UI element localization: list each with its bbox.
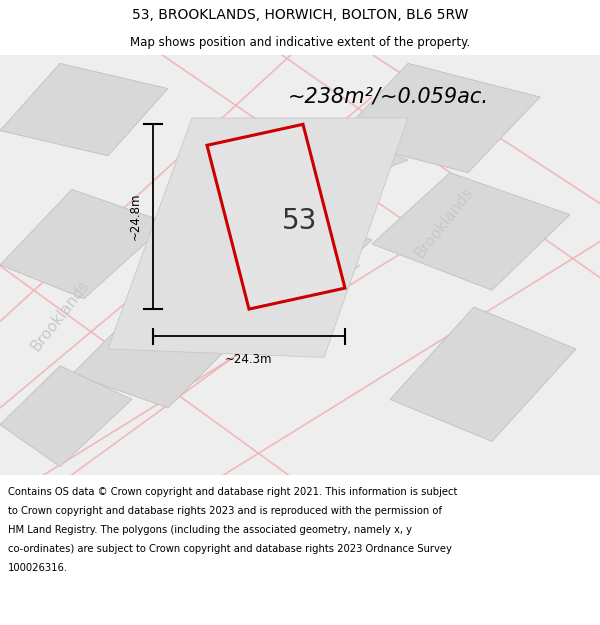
Text: HM Land Registry. The polygons (including the associated geometry, namely x, y: HM Land Registry. The polygons (includin… [8, 525, 412, 535]
Polygon shape [390, 307, 576, 441]
Polygon shape [372, 173, 570, 290]
Text: Contains OS data © Crown copyright and database right 2021. This information is : Contains OS data © Crown copyright and d… [8, 487, 457, 497]
Text: co-ordinates) are subject to Crown copyright and database rights 2023 Ordnance S: co-ordinates) are subject to Crown copyr… [8, 544, 452, 554]
Polygon shape [0, 366, 132, 467]
Polygon shape [108, 118, 408, 358]
Text: ~24.3m: ~24.3m [225, 353, 273, 366]
Text: Brooklands: Brooklands [28, 278, 92, 354]
Polygon shape [207, 124, 345, 309]
Polygon shape [0, 189, 168, 299]
Text: 53: 53 [283, 207, 317, 235]
Polygon shape [0, 63, 168, 156]
Text: ~238m²/~0.059ac.: ~238m²/~0.059ac. [288, 87, 489, 107]
Text: Map shows position and indicative extent of the property.: Map shows position and indicative extent… [130, 36, 470, 49]
Text: Brooklands: Brooklands [412, 185, 476, 261]
Text: to Crown copyright and database rights 2023 and is reproduced with the permissio: to Crown copyright and database rights 2… [8, 506, 442, 516]
Polygon shape [180, 118, 408, 206]
Polygon shape [72, 290, 252, 408]
Text: 100026316.: 100026316. [8, 563, 68, 573]
Text: 53, BROOKLANDS, HORWICH, BOLTON, BL6 5RW: 53, BROOKLANDS, HORWICH, BOLTON, BL6 5RW [132, 8, 468, 22]
Polygon shape [336, 63, 540, 173]
Text: ~24.8m: ~24.8m [128, 193, 142, 241]
Polygon shape [168, 206, 372, 341]
Polygon shape [0, 55, 600, 475]
